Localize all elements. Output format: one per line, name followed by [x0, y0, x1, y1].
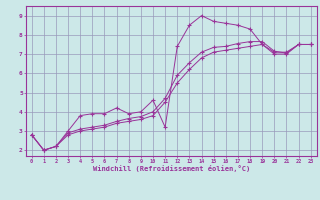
X-axis label: Windchill (Refroidissement éolien,°C): Windchill (Refroidissement éolien,°C)	[92, 165, 250, 172]
